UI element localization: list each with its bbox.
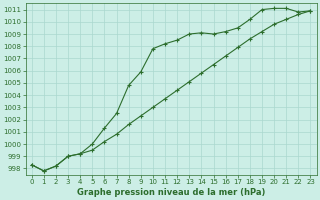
X-axis label: Graphe pression niveau de la mer (hPa): Graphe pression niveau de la mer (hPa) bbox=[77, 188, 265, 197]
